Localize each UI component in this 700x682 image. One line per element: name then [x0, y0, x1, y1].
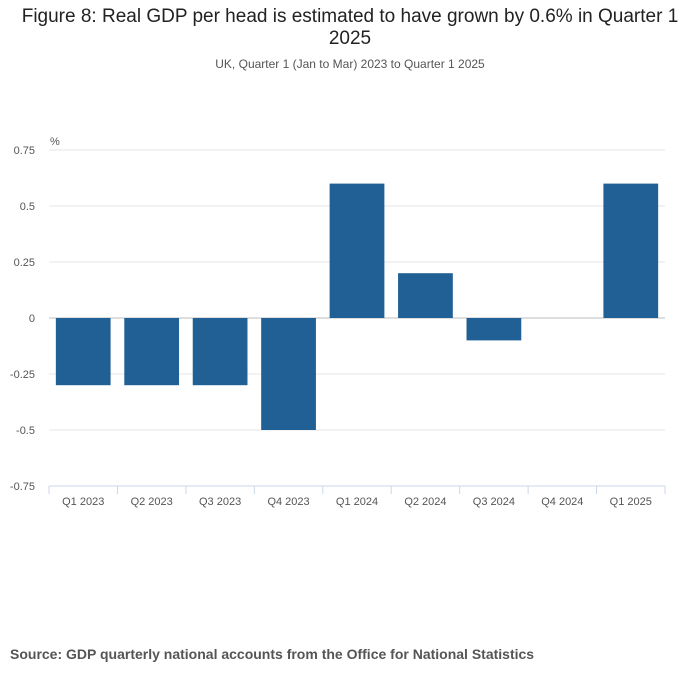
y-tick-label: 0.75: [14, 145, 35, 157]
bar: [398, 273, 453, 318]
bar-chart: 0.75 0.5 0.25 0 -0.25 -0.5 -0.75% Q1 2023 Q2 202…: [10, 136, 666, 508]
x-tick-label: Q1 2024: [336, 496, 378, 508]
source-note: Source: GDP quarterly national accounts …: [10, 646, 535, 662]
bar: [192, 318, 248, 386]
y-tick-label: 0.5: [20, 201, 35, 213]
x-tick-label: Q4 2023: [267, 496, 309, 508]
x-tick-label: Q2 2023: [131, 496, 173, 508]
y-tick-label: 0: [29, 313, 35, 325]
x-tick-label: Q1 2023: [62, 496, 104, 508]
x-tick-label: Q3 2024: [473, 496, 515, 508]
bar: [329, 183, 385, 318]
bar: [261, 318, 316, 430]
y-unit-label: %: [50, 136, 60, 148]
bar: [55, 318, 111, 386]
chart-subtitle: UK, Quarter 1 (Jan to Mar) 2023 to Quart…: [215, 57, 485, 71]
tick-labels: 0.75 0.5 0.25 0 -0.25 -0.5 -0.75% Q1 2023 Q2 202…: [10, 136, 652, 508]
x-tick-label: Q1 2025: [610, 496, 652, 508]
bar: [466, 318, 522, 341]
bars: [55, 183, 659, 430]
x-tick-label: Q3 2023: [199, 496, 241, 508]
y-tick-label: -0.25: [10, 369, 35, 381]
chart-title: Figure 8: Real GDP per head is estimated…: [21, 6, 679, 49]
axes: [48, 485, 666, 494]
bar: [603, 183, 659, 318]
bar: [124, 318, 180, 386]
x-tick-label: Q4 2024: [541, 496, 583, 508]
x-tick-label: Q2 2024: [404, 496, 446, 508]
y-tick-label: 0.25: [14, 257, 35, 269]
y-tick-label: -0.75: [10, 481, 35, 493]
y-tick-label: -0.5: [16, 425, 35, 437]
